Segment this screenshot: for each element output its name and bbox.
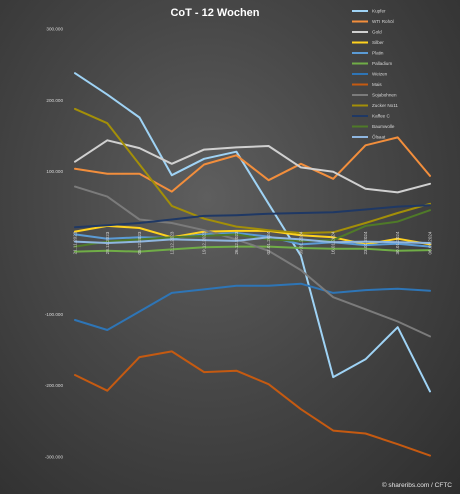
legend-label: Silber [372,40,384,45]
series-line-palladium [74,245,431,253]
legend-label: Kaffee C [372,114,390,119]
legend-label: Kupfer [372,9,386,14]
legend-label: Palladium [372,61,392,66]
legend-label: Zucker No11 [372,103,398,108]
series-line-kaffee-c [74,204,431,229]
legend-label: WTI Rohöl [372,19,394,24]
legend-label: Baumwolle [372,124,395,129]
legend-label: Gold [372,30,382,35]
series-line-wti-rohol [74,136,431,193]
series-line-weizen [74,282,431,331]
series-line-sojabohnen [74,185,431,338]
y-axis: -300.000 -200.000 -100.000 100.000 200.000 30… [45,27,64,460]
series-line-mais [74,350,431,457]
x-axis: 21.11.2023 28.11.2023 05.12.2023 12.12.2023… [73,231,433,254]
x-tick-label: 09.01.2024 [298,231,303,254]
x-tick-label: 16.01.2024 [331,231,336,254]
series-line-olsaat [74,236,431,244]
x-tick-label: 06.02.2024 [428,231,433,254]
legend-label: Sojabohnen [372,93,397,98]
lines-layer [74,72,431,457]
x-tick-label: 19.12.2023 [202,231,207,254]
legend-label: Ölsaat [372,134,386,140]
chart-title: CoT - 12 Wochen [170,7,259,19]
y-tick-label: -200.000 [45,383,64,388]
series-line-zucker-no11 [74,107,431,234]
x-tick-label: 05.12.2023 [137,231,142,254]
x-tick-label: 23.01.2024 [363,231,368,254]
credit-text: © shareribs.com / CFTC [382,481,452,489]
x-tick-label: 26.12.2023 [234,231,239,254]
legend-label: Mais [372,82,382,87]
x-tick-label: 12.12.2023 [169,231,174,254]
y-tick-label: 200.000 [46,98,63,103]
y-tick-label: -100.000 [45,312,64,317]
series-line-silber [74,224,431,246]
x-tick-label: 02.01.2024 [266,231,271,254]
series-line-gold [74,139,431,194]
y-tick-label: 100.000 [46,169,63,174]
x-tick-label: 30.01.2024 [395,231,400,254]
series-line-kupfer [74,72,431,393]
y-tick-label: 300.000 [46,27,63,32]
legend: Kupfer WTI Rohöl Gold Silber Platin Palladium… [352,9,398,140]
legend-label: Platin [372,51,384,56]
x-tick-label: 21.11.2023 [73,231,78,254]
y-tick-label: -300.000 [45,455,64,460]
x-tick-label: 28.11.2023 [105,231,110,254]
series-line-baumwolle [74,209,431,248]
series-line-platin [74,232,431,248]
legend-label: Weizen [372,72,388,77]
